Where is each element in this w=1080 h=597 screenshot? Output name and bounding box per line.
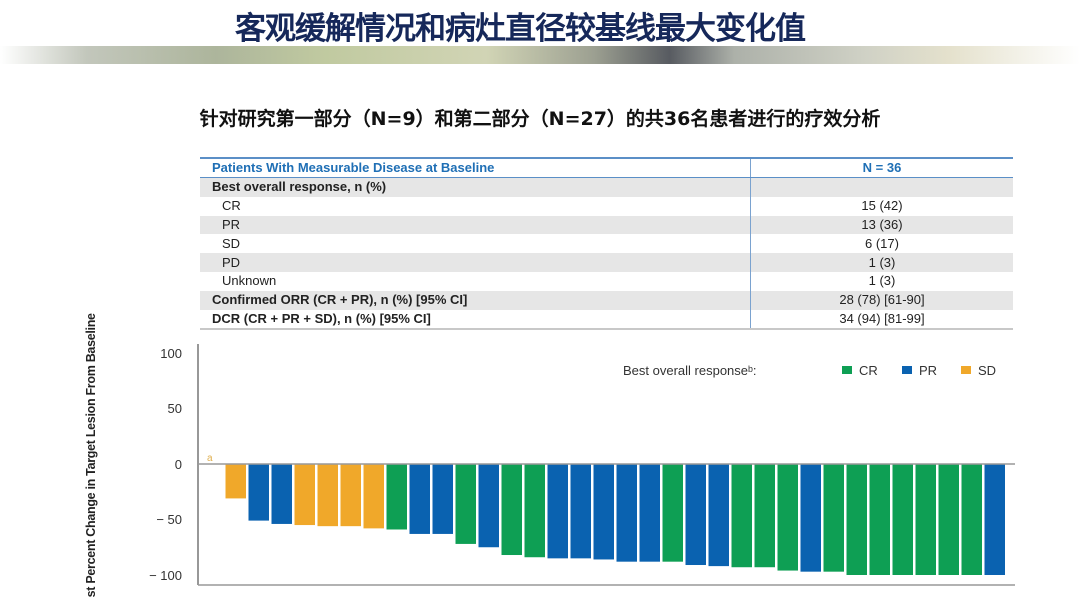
header-value: N = 36: [750, 157, 1013, 178]
bar-sd: [294, 464, 315, 526]
bar-pr: [478, 464, 499, 548]
bars-group: [225, 464, 1005, 575]
y-ticks: 100 50 0 − 50 − 100: [149, 346, 182, 583]
table-row: Best overall response, n (%): [200, 177, 1013, 197]
bar-pr: [432, 464, 453, 534]
table-row: Confirmed ORR (CR + PR), n (%) [95% CI] 2…: [200, 290, 1013, 310]
bar-cr: [938, 464, 959, 575]
table-row: PD 1 (3): [200, 253, 1013, 272]
row-label: Best overall response, n (%): [200, 177, 751, 197]
header-label: Patients With Measurable Disease at Base…: [200, 157, 751, 178]
bar-cr: [386, 464, 407, 530]
row-value: 1 (3): [750, 253, 1013, 272]
legend-label-pr: PR: [919, 363, 937, 378]
bar-pr: [248, 464, 269, 521]
row-label: SD: [222, 235, 241, 251]
legend-swatch-cr: [842, 366, 852, 374]
legend-label-sd: SD: [978, 363, 996, 378]
response-table: Patients With Measurable Disease at Base…: [200, 157, 1013, 331]
bar-cr: [731, 464, 752, 568]
bar-pr: [616, 464, 637, 562]
header-banner-image: [0, 46, 1080, 64]
legend-swatch-sd: [961, 366, 971, 374]
row-value: 6 (17): [750, 234, 1013, 254]
row-label: PR: [200, 215, 751, 235]
table-row: PR 13 (36): [200, 215, 1013, 235]
table-header: Patients With Measurable Disease at Base…: [200, 157, 1013, 178]
bar-cr: [823, 464, 844, 572]
page-subtitle: 针对研究第一部分（N=9）和第二部分（N=27）的共36名患者进行的疗效分析: [199, 108, 881, 130]
bar-cr: [961, 464, 982, 575]
bar-cr: [662, 464, 683, 562]
row-value: 1 (3): [750, 271, 1013, 291]
bar-cr: [455, 464, 476, 544]
bar-pr: [547, 464, 568, 559]
row-label: Confirmed ORR (CR + PR), n (%) [95% CI]: [200, 290, 751, 310]
bar-cr: [869, 464, 890, 575]
bar-cr: [846, 464, 867, 575]
row-label: DCR (CR + PR + SD), n (%) [95% CI]: [200, 309, 751, 331]
legend-label-cr: CR: [859, 363, 878, 378]
y-axis-label: Best Percent Change in Target Lesion Fro…: [84, 313, 98, 597]
table-row: Unknown 1 (3): [200, 271, 1013, 291]
bar-pr: [271, 464, 292, 524]
y-tick-label: 50: [168, 401, 182, 416]
row-label: CR: [222, 198, 241, 214]
bar-cr: [754, 464, 775, 568]
row-label: Unknown: [222, 273, 277, 289]
bar-pr: [639, 464, 660, 562]
row-value: 28 (78) [61-90]: [750, 290, 1013, 310]
bar-sd: [317, 464, 338, 527]
row-value: 13 (36): [750, 215, 1013, 235]
bar-pr: [685, 464, 706, 566]
bar-sd: [225, 464, 246, 499]
bar-sd: [340, 464, 361, 527]
row-value: 34 (94) [81-99]: [750, 309, 1013, 331]
y-tick-label: 0: [175, 457, 182, 472]
page-title: 客观缓解情况和病灶直径较基线最大变化值: [235, 11, 806, 47]
bar-pr: [570, 464, 591, 559]
bar-pr: [409, 464, 430, 534]
table-row: CR 15 (42): [200, 196, 1013, 216]
bar-pr: [708, 464, 729, 567]
bar-cr: [915, 464, 936, 575]
bar-cr: [777, 464, 798, 571]
row-value: 15 (42): [750, 196, 1013, 216]
row-value: [750, 177, 1013, 197]
bar-cr: [892, 464, 913, 575]
table-row: DCR (CR + PR + SD), n (%) [95% CI] 34 (94…: [200, 309, 1013, 331]
bar-pr: [800, 464, 821, 572]
y-tick-label: − 100: [149, 568, 182, 583]
legend-swatch-pr: [902, 366, 912, 374]
y-tick-label: − 50: [156, 512, 182, 527]
legend-title: Best overall responseᵇ:: [623, 363, 757, 378]
bar-cr: [501, 464, 522, 556]
legend: Best overall responseᵇ: CR PR SD: [623, 363, 996, 378]
bar-pr: [593, 464, 614, 560]
y-tick-label: 100: [160, 346, 182, 361]
annotation-a: a: [207, 453, 213, 464]
row-label: PD: [200, 253, 751, 272]
bar-cr: [524, 464, 545, 558]
table-row: SD 6 (17): [200, 234, 1013, 254]
bar-pr: [984, 464, 1005, 575]
bar-sd: [363, 464, 384, 529]
